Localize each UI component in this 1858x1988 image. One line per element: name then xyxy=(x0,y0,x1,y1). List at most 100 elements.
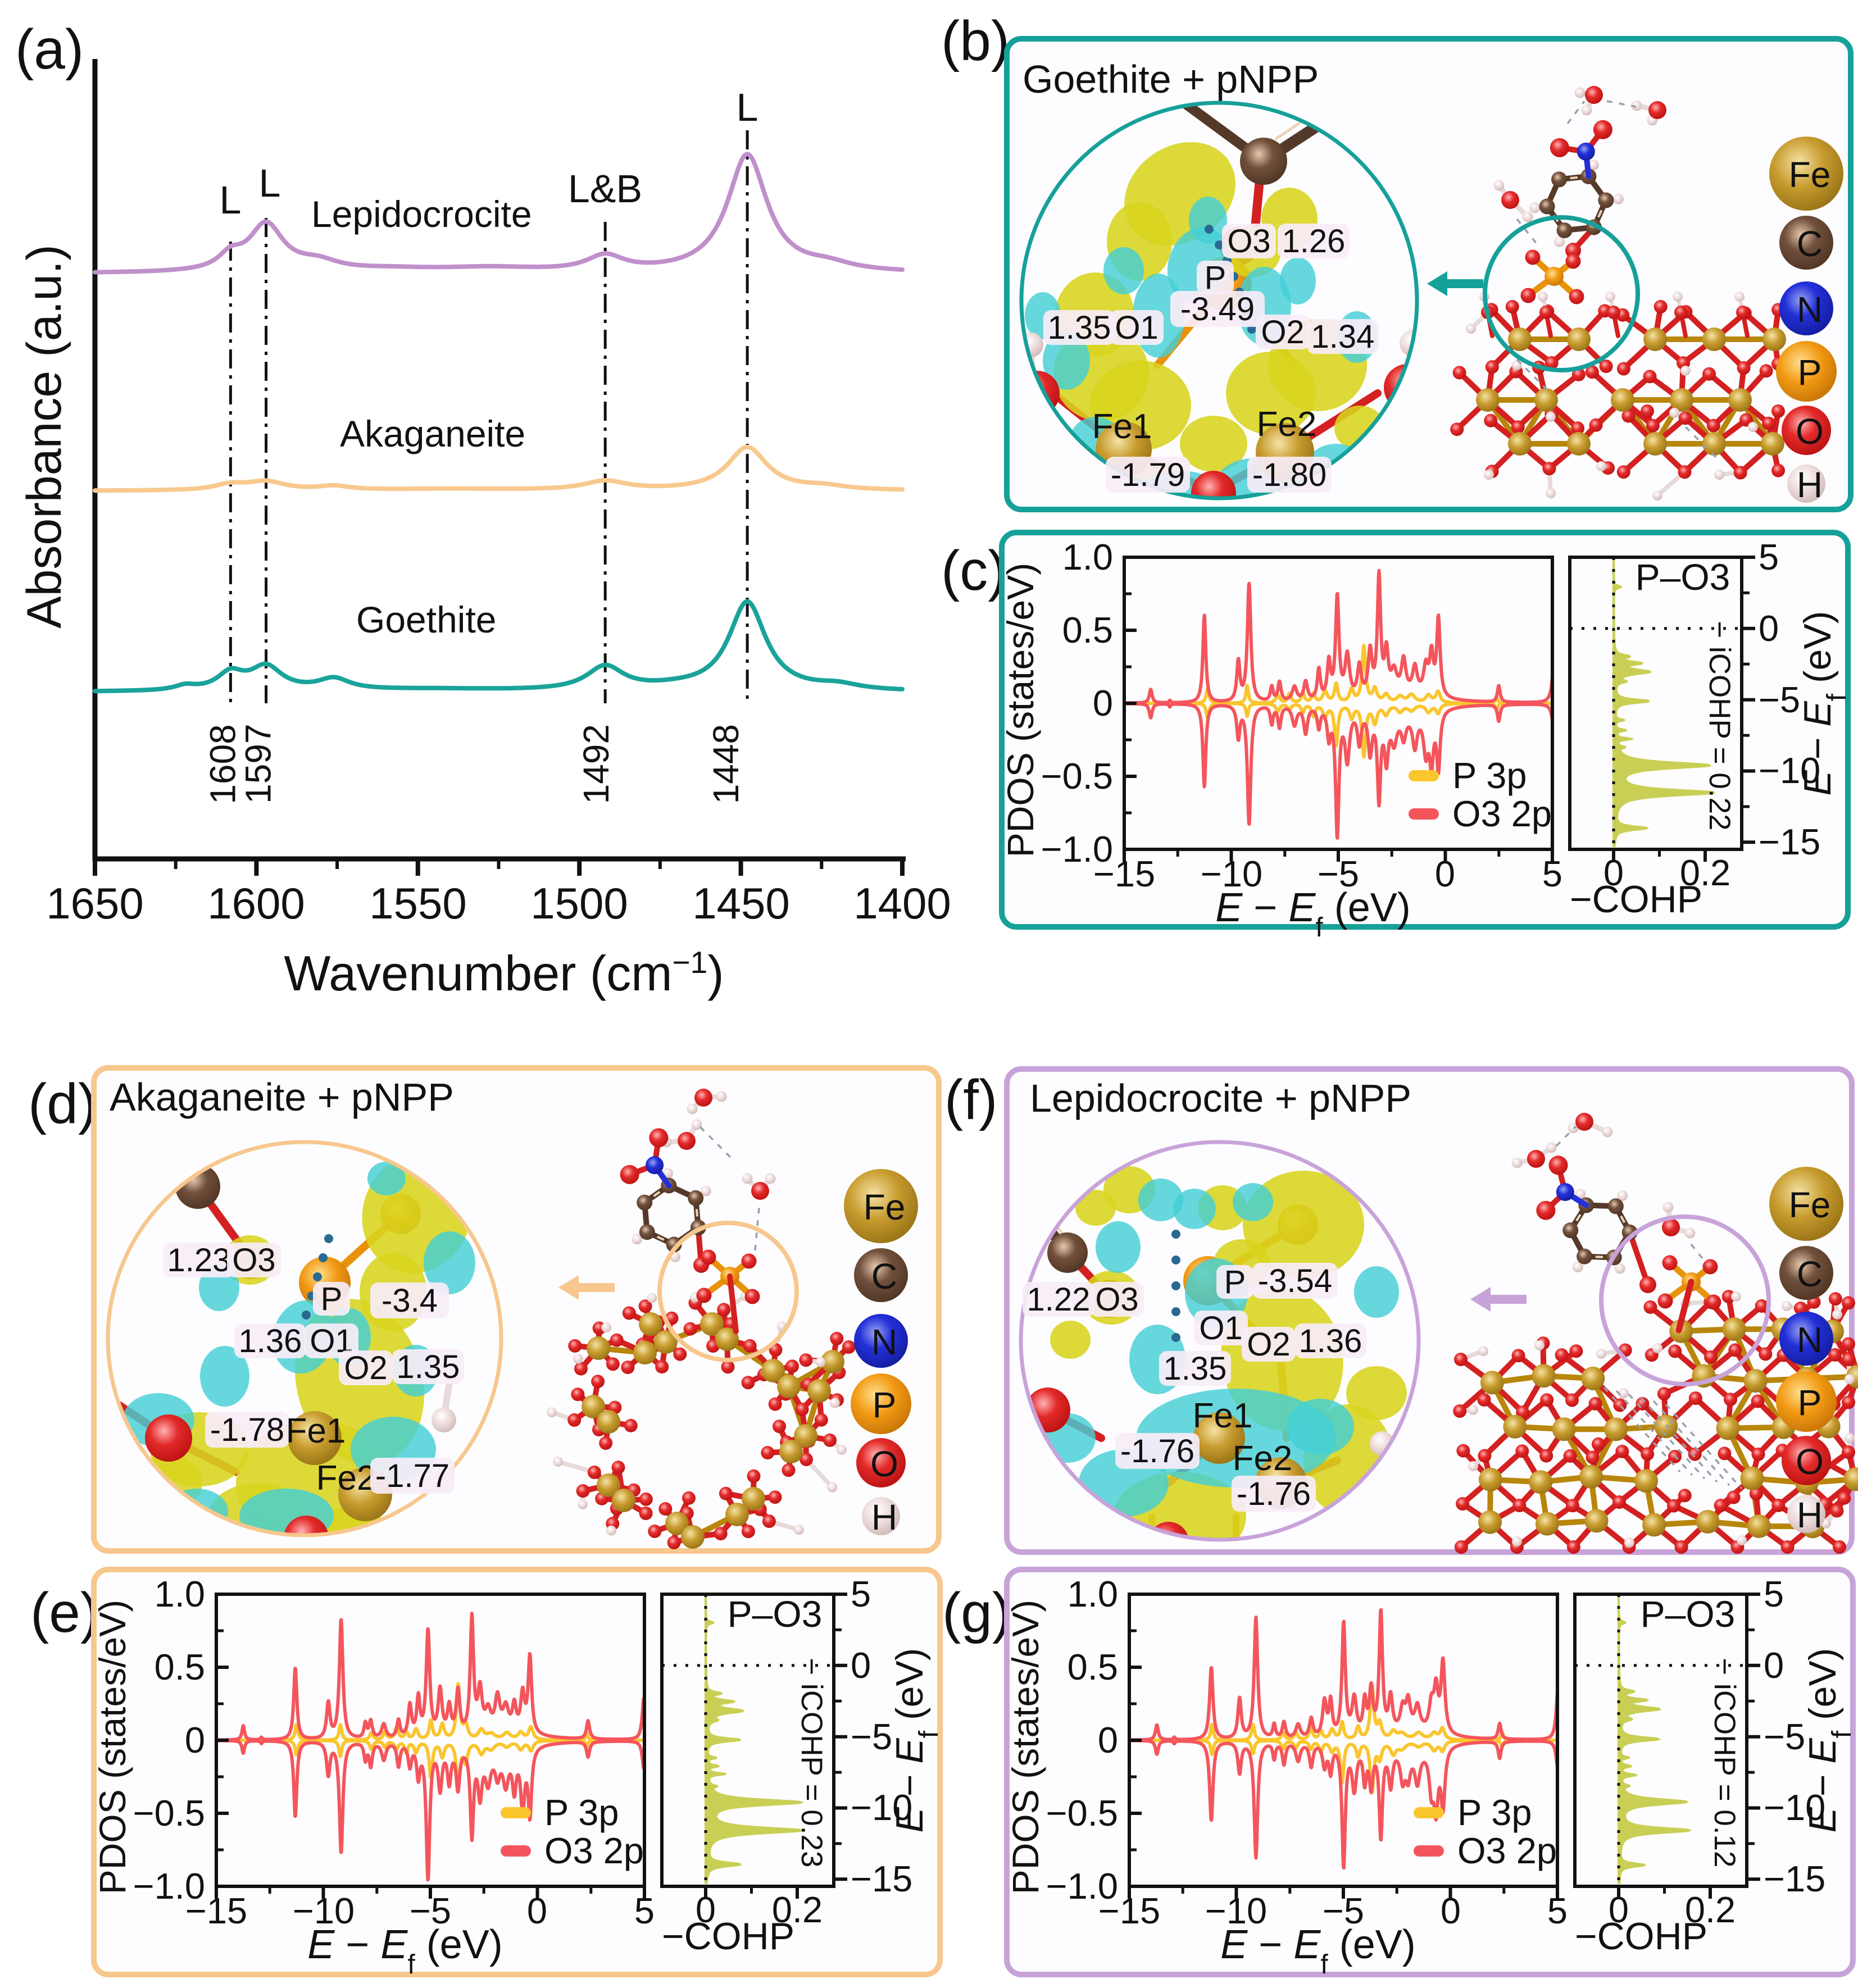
svg-text:P: P xyxy=(873,1385,897,1425)
svg-text:O: O xyxy=(870,1444,898,1484)
svg-text:1.0: 1.0 xyxy=(1062,536,1113,577)
svg-text:O2: O2 xyxy=(1261,314,1304,351)
svg-text:(d): (d) xyxy=(28,1072,97,1135)
svg-text:H: H xyxy=(871,1497,897,1537)
svg-text:−15: −15 xyxy=(1759,821,1820,862)
svg-text:P 3p: P 3p xyxy=(1457,1792,1532,1833)
svg-text:Fe1: Fe1 xyxy=(1092,407,1152,446)
svg-text:N: N xyxy=(1797,289,1823,330)
svg-text:Goethite: Goethite xyxy=(356,599,497,640)
svg-text:O3 2p: O3 2p xyxy=(1457,1830,1557,1871)
svg-text:− iCOHP = 0.12: − iCOHP = 0.12 xyxy=(1708,1658,1741,1867)
svg-text:PDOS (states/eV): PDOS (states/eV) xyxy=(92,1600,133,1895)
svg-text:Lepidocrocite + pNPP: Lepidocrocite + pNPP xyxy=(1030,1076,1411,1120)
svg-text:1.22: 1.22 xyxy=(1027,1281,1091,1318)
svg-text:0: 0 xyxy=(527,1890,547,1931)
svg-text:−0.5: −0.5 xyxy=(133,1793,205,1834)
svg-text:1.35: 1.35 xyxy=(1048,310,1111,346)
svg-text:O1: O1 xyxy=(1199,1310,1242,1346)
svg-text:-3.49: -3.49 xyxy=(1180,291,1255,327)
svg-text:O2: O2 xyxy=(1247,1326,1290,1363)
svg-text:Fe2: Fe2 xyxy=(1257,405,1317,444)
svg-text:O: O xyxy=(1796,411,1824,452)
svg-text:5: 5 xyxy=(1547,1890,1568,1931)
svg-text:-3.4: -3.4 xyxy=(381,1282,438,1319)
svg-text:P 3p: P 3p xyxy=(1452,755,1527,796)
svg-text:1500: 1500 xyxy=(530,879,628,928)
svg-text:P–O3: P–O3 xyxy=(1641,1593,1736,1635)
svg-text:PDOS (states/eV): PDOS (states/eV) xyxy=(1005,1600,1046,1895)
svg-text:− iCOHP = 0.22: − iCOHP = 0.22 xyxy=(1703,621,1736,830)
svg-text:1.0: 1.0 xyxy=(1067,1573,1118,1614)
svg-text:1400: 1400 xyxy=(853,879,951,928)
svg-text:0: 0 xyxy=(1759,608,1779,649)
svg-text:0: 0 xyxy=(1764,1645,1784,1686)
svg-text:− iCOHP = 0.23: − iCOHP = 0.23 xyxy=(795,1658,828,1867)
svg-text:C: C xyxy=(871,1256,897,1296)
svg-text:-1.76: -1.76 xyxy=(1120,1433,1194,1470)
svg-text:1.23: 1.23 xyxy=(167,1242,231,1279)
svg-text:−1.0: −1.0 xyxy=(1041,829,1113,870)
svg-text:P: P xyxy=(1798,1382,1822,1423)
svg-text:-1.78: -1.78 xyxy=(210,1412,284,1448)
svg-text:−15: −15 xyxy=(1764,1858,1825,1899)
svg-text:-1.77: -1.77 xyxy=(375,1458,449,1494)
svg-text:-1.80: -1.80 xyxy=(1252,457,1327,493)
svg-text:P–O3: P–O3 xyxy=(1636,556,1730,598)
svg-text:L: L xyxy=(220,178,242,222)
svg-text:(a): (a) xyxy=(15,18,84,81)
svg-text:1608: 1608 xyxy=(202,724,243,804)
svg-text:(c): (c) xyxy=(941,539,1007,602)
svg-text:−5: −5 xyxy=(1764,1716,1805,1757)
svg-text:O2: O2 xyxy=(344,1350,387,1386)
svg-text:H: H xyxy=(1797,1495,1823,1535)
svg-text:L: L xyxy=(737,85,758,129)
svg-text:1.0: 1.0 xyxy=(155,1573,205,1614)
svg-text:P 3p: P 3p xyxy=(544,1792,619,1833)
svg-text:1.26: 1.26 xyxy=(1282,223,1346,260)
svg-text:C: C xyxy=(1797,1254,1823,1294)
svg-text:P: P xyxy=(1798,352,1822,393)
svg-text:0: 0 xyxy=(185,1719,205,1760)
svg-text:Akaganeite + pNPP: Akaganeite + pNPP xyxy=(110,1075,454,1119)
svg-text:PDOS (states/eV): PDOS (states/eV) xyxy=(1000,563,1041,858)
svg-text:O: O xyxy=(1796,1441,1824,1482)
svg-text:Akaganeite: Akaganeite xyxy=(340,413,525,454)
svg-text:O3 2p: O3 2p xyxy=(1452,793,1552,834)
svg-text:P: P xyxy=(321,1281,343,1317)
svg-text:1.35: 1.35 xyxy=(1164,1350,1227,1387)
svg-text:1.36: 1.36 xyxy=(239,1323,302,1359)
svg-text:Fe: Fe xyxy=(1789,1185,1831,1225)
svg-text:5: 5 xyxy=(634,1890,655,1931)
svg-text:N: N xyxy=(871,1322,897,1362)
svg-text:5: 5 xyxy=(851,1573,871,1614)
svg-text:1.35: 1.35 xyxy=(397,1349,460,1385)
svg-text:5: 5 xyxy=(1764,1573,1784,1614)
svg-text:−15: −15 xyxy=(851,1858,912,1899)
svg-text:(b): (b) xyxy=(941,10,1010,72)
svg-text:Fe: Fe xyxy=(864,1187,906,1227)
svg-text:−1.0: −1.0 xyxy=(1046,1866,1118,1907)
svg-text:−5: −5 xyxy=(1759,679,1800,720)
svg-text:0: 0 xyxy=(1441,1890,1461,1931)
svg-text:1450: 1450 xyxy=(692,879,790,928)
svg-text:1600: 1600 xyxy=(207,879,305,928)
svg-text:−1.0: −1.0 xyxy=(133,1866,205,1907)
svg-text:0: 0 xyxy=(1435,853,1455,894)
svg-text:1448: 1448 xyxy=(706,724,746,804)
svg-text:-1.76: -1.76 xyxy=(1237,1476,1311,1512)
svg-text:1550: 1550 xyxy=(369,879,467,928)
svg-text:O3: O3 xyxy=(1095,1281,1138,1318)
svg-text:(e): (e) xyxy=(30,1581,99,1644)
svg-text:1492: 1492 xyxy=(576,724,616,804)
svg-text:O3: O3 xyxy=(1227,223,1270,260)
svg-text:−0.5: −0.5 xyxy=(1041,756,1113,797)
svg-text:Lepidocrocite: Lepidocrocite xyxy=(311,193,532,235)
svg-text:(g): (g) xyxy=(942,1581,1011,1644)
svg-text:H: H xyxy=(1797,465,1823,505)
svg-text:−0.5: −0.5 xyxy=(1046,1793,1118,1834)
svg-text:Fe1: Fe1 xyxy=(1193,1396,1253,1435)
svg-text:P: P xyxy=(1224,1264,1246,1300)
svg-text:-3.54: -3.54 xyxy=(1258,1263,1332,1299)
svg-text:Absorbance (a.u.): Absorbance (a.u.) xyxy=(17,244,71,629)
